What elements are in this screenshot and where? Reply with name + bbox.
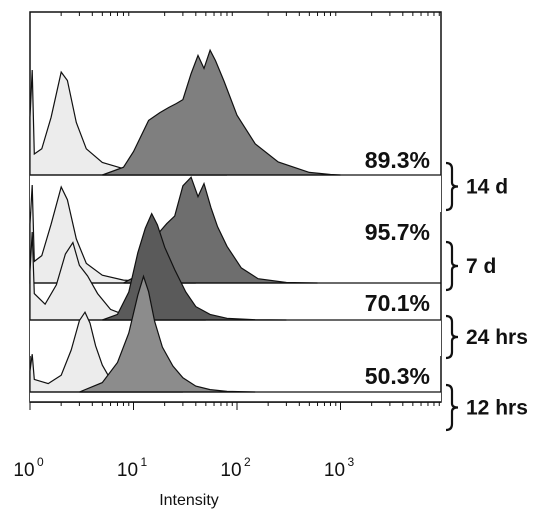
x-tick-exponent-3: 3 [348,455,355,469]
tick-labels: 10 0 10 1 10 2 10 3 [13,455,354,481]
annotations: 89.3% 14 d 95.7% 7 d 70.1% 24 hrs 50.3% 12 hrs [365,147,528,432]
x-tick-label-2: 10 [220,460,241,481]
percent-label-2: 70.1% [365,290,430,316]
group-band-2 [30,320,441,356]
x-tick-exponent-0: 0 [37,455,44,469]
x-tick-exponent-2: 2 [244,455,251,469]
x-tick-label-1: 10 [117,460,138,481]
percent-label-1: 95.7% [365,219,430,245]
percent-label-3: 50.3% [365,363,430,389]
group-band-0 [30,175,441,212]
group-brace-1 [445,240,459,292]
group-label-3: 12 hrs [466,397,528,420]
x-axis-label: Intensity [159,492,219,509]
plot-area [29,11,442,403]
x-tick-exponent-1: 1 [141,455,148,469]
group-label-2: 24 hrs [466,326,528,349]
group-label-0: 14 d [466,176,508,199]
group-label-1: 7 d [466,255,496,278]
group-band-3 [30,392,441,402]
percent-label-0: 89.3% [365,147,430,173]
group-brace-3 [445,383,459,432]
group-brace-2 [445,314,459,360]
x-tick-label-0: 10 [13,460,34,481]
x-axis-ticks [29,12,441,410]
sample-histogram-3 [79,274,256,393]
sample-histogram-0 [102,48,341,176]
x-tick-label-3: 10 [324,460,345,481]
group-brace-0 [445,161,459,212]
